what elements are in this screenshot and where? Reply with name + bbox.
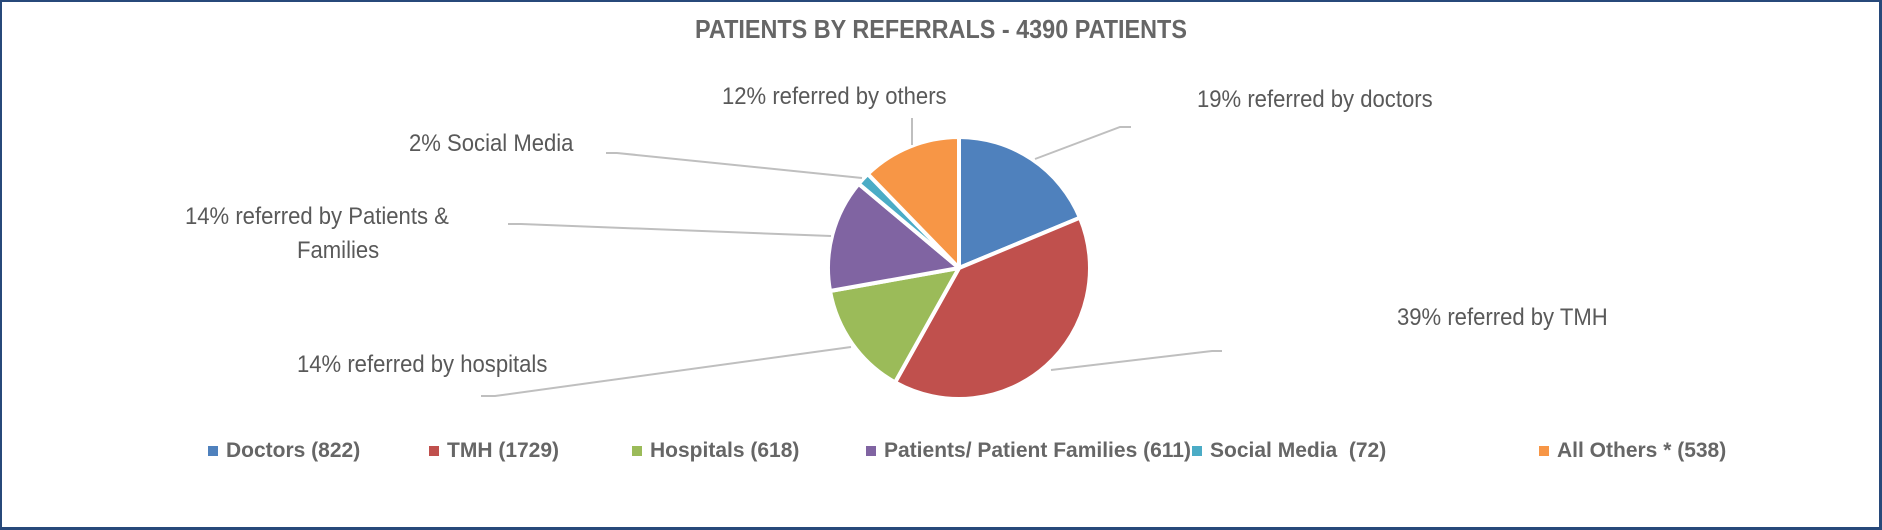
leader-line-doctors [1034, 126, 1131, 160]
data-label-patients-line2: Families [297, 237, 380, 264]
data-label-others: 12% referred by others [722, 83, 947, 110]
data-label-social-media: 2% Social Media [409, 130, 574, 157]
legend-swatch-icon [208, 446, 218, 456]
slice-others[interactable] [865, 135, 961, 270]
slice-doctors[interactable] [957, 135, 1082, 270]
legend-item-doctors[interactable]: Doctors (822) [208, 436, 360, 466]
legend-label: TMH (1729) [447, 439, 560, 462]
legend-item-all-others[interactable]: All Others * (538) [1539, 436, 1726, 466]
legend-swatch-icon [1192, 446, 1202, 456]
leader-line-tmh [1050, 350, 1222, 371]
leader-line-hospitals [481, 346, 852, 397]
legend-label: Doctors (822) [226, 439, 361, 462]
slice-patients[interactable] [826, 181, 961, 294]
slice-hospitals[interactable] [828, 266, 961, 385]
legend-item-social-media[interactable]: Social Media (72) [1192, 436, 1386, 466]
chart-legend: Doctors (822) TMH (1729) Hospitals (618)… [0, 436, 1882, 466]
legend-label: Social Media (72) [1210, 439, 1387, 462]
chart-title: PATIENTS BY REFERRALS - 4390 PATIENTS [695, 14, 1187, 44]
leader-line-social-media [606, 152, 863, 179]
legend-item-patients[interactable]: Patients/ Patient Families (611) [866, 436, 1191, 466]
data-label-patients-line1: 14% referred by Patients & [185, 203, 449, 230]
legend-swatch-icon [1539, 446, 1549, 456]
leader-line-patients [508, 223, 832, 237]
legend-item-tmh[interactable]: TMH (1729) [429, 436, 559, 466]
slice-tmh[interactable] [893, 215, 1092, 402]
data-label-doctors: 19% referred by doctors [1197, 86, 1433, 113]
legend-swatch-icon [866, 446, 876, 456]
legend-swatch-icon [429, 446, 439, 456]
legend-label: All Others * (538) [1557, 439, 1727, 462]
legend-label: Patients/ Patient Families (611) [884, 439, 1191, 462]
data-label-hospitals: 14% referred by hospitals [297, 351, 548, 378]
legend-swatch-icon [632, 446, 642, 456]
data-label-tmh: 39% referred by TMH [1397, 304, 1608, 331]
legend-label: Hospitals (618) [650, 439, 800, 462]
legend-item-hospitals[interactable]: Hospitals (618) [632, 436, 799, 466]
